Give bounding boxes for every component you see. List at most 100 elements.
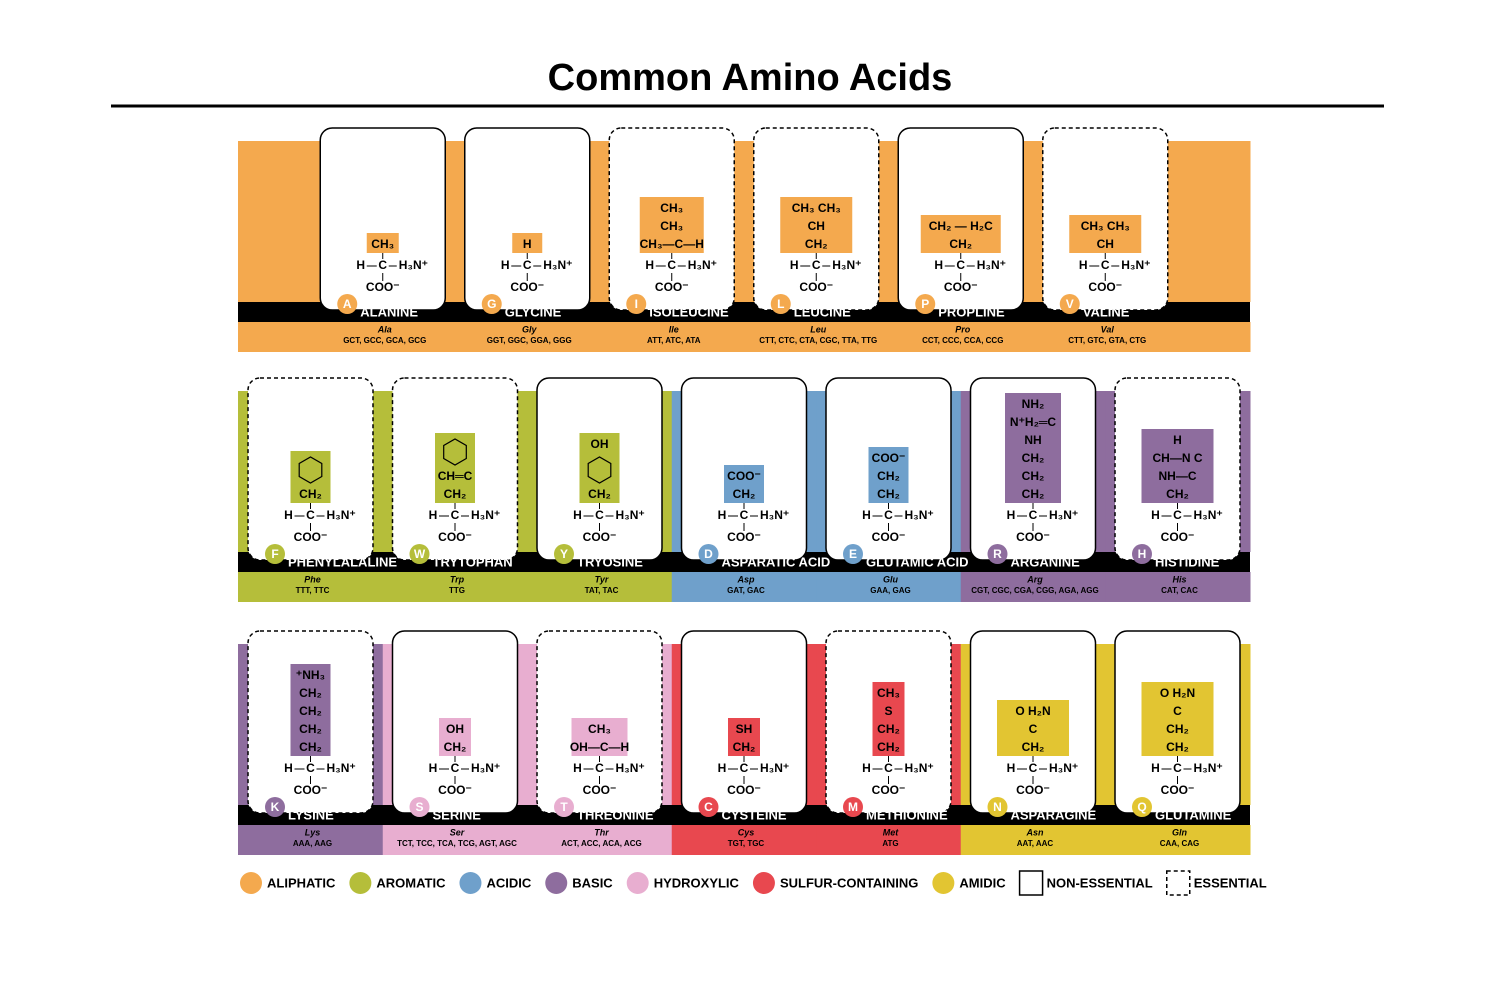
codons: GCT, GCC, GCA, GCG — [343, 336, 426, 345]
backbone-c: C — [1173, 508, 1182, 522]
code-band — [382, 825, 528, 855]
side-chain-group: H — [523, 237, 532, 251]
codons: AAA, AAG — [293, 839, 332, 848]
backbone-h: H — [1007, 761, 1016, 775]
code-band — [238, 322, 456, 352]
letter: M — [848, 800, 858, 814]
letter: S — [415, 800, 423, 814]
code-band — [816, 825, 962, 855]
legend-label: AROMATIC — [376, 875, 446, 890]
code-band — [238, 572, 384, 602]
abbreviation: Arg — [1026, 574, 1043, 584]
code-band — [671, 825, 817, 855]
letter-badge — [265, 797, 285, 817]
side-chain-group: CH₂ — [299, 487, 322, 501]
side-chain-group: OH—C—H — [570, 740, 629, 754]
backbone-c: C — [1029, 508, 1038, 522]
backbone-n: H₃N⁺ — [688, 258, 717, 272]
backbone-coo: COO⁻ — [727, 530, 761, 544]
backbone-coo: COO⁻ — [727, 783, 761, 797]
amino-acid-name: PHENYLALALINE — [288, 554, 397, 569]
backbone-h: H — [1079, 258, 1088, 272]
letter-badge — [409, 544, 430, 564]
backbone-n: H₃N⁺ — [832, 258, 861, 272]
legend-swatch — [545, 872, 568, 894]
backbone-n: H₃N⁺ — [543, 258, 572, 272]
side-chain-group: CH₂ — [877, 469, 900, 483]
side-chain-group: CH₂ — [1166, 722, 1189, 736]
side-chain-box — [724, 465, 764, 503]
side-chain-group: CH₂ — [588, 487, 611, 501]
letter-badge — [409, 797, 430, 817]
side-chain-group: H — [1173, 433, 1182, 447]
amino-acid-name: METHIONINE — [866, 807, 948, 822]
side-chain-box — [1141, 429, 1214, 503]
backbone-n: H₃N⁺ — [399, 258, 428, 272]
letter: D — [704, 547, 713, 561]
letter-badge — [987, 797, 1008, 817]
backbone-c: C — [306, 508, 315, 522]
side-chain-box — [290, 664, 331, 756]
side-chain-group: CH — [808, 219, 825, 233]
backbone-c: C — [306, 761, 315, 775]
side-chain-group: CH₂ — [877, 740, 900, 754]
codons: AAT, AAC — [1017, 839, 1054, 848]
side-chain-group: CH₂ — [1022, 740, 1045, 754]
letter-badge — [554, 544, 574, 564]
abbreviation: Pro — [955, 324, 971, 334]
amino-acid-name: CYSTEINE — [722, 807, 787, 822]
amino-acid-name: ALANINE — [360, 304, 418, 319]
backbone-coo: COO⁻ — [583, 530, 617, 544]
legend-label: ALIPHATIC — [267, 875, 336, 890]
letter: C — [704, 800, 713, 814]
amino-acid-name: ASPARATIC ACID — [722, 554, 831, 569]
abbreviation: Asn — [1025, 827, 1044, 837]
amino-acid-name: HISTIDINE — [1155, 554, 1220, 569]
letter: T — [560, 800, 568, 814]
code-band — [671, 572, 817, 602]
side-chain-group: CH₂ — [1022, 487, 1045, 501]
backbone-n: H₃N⁺ — [471, 508, 500, 522]
side-chain-group: CH₂ — [733, 740, 756, 754]
legend-label: ESSENTIAL — [1194, 875, 1267, 890]
backbone-c: C — [1029, 761, 1038, 775]
backbone-h: H — [718, 508, 727, 522]
amino-acid-name: ISOLEUCINE — [649, 304, 729, 319]
legend-label: BASIC — [572, 875, 613, 890]
backbone-coo: COO⁻ — [1161, 783, 1195, 797]
legend-swatch — [1166, 870, 1191, 896]
side-chain-group: OH — [591, 437, 609, 451]
letter: L — [777, 297, 784, 311]
side-chain-box — [872, 682, 905, 756]
side-chain-box — [920, 215, 1001, 253]
backbone-h: H — [790, 258, 799, 272]
letter-badge — [698, 544, 719, 564]
abbreviation: Ala — [377, 324, 392, 334]
backbone-coo: COO⁻ — [1088, 280, 1122, 294]
backbone-n: H₃N⁺ — [1049, 508, 1078, 522]
backbone-n: H₃N⁺ — [977, 258, 1006, 272]
side-chain-box — [579, 433, 620, 503]
side-chain-group: CH₃ — [660, 201, 683, 215]
side-chain-box — [366, 233, 399, 253]
letter-badge — [1132, 797, 1152, 817]
backbone-coo: COO⁻ — [1161, 530, 1195, 544]
side-chain-group: CH₂ — [1022, 451, 1045, 465]
side-chain-box — [571, 718, 628, 756]
side-chain-group: CH₂ — [299, 704, 322, 718]
codons: GGT, GGC, GGA, GGG — [487, 336, 572, 345]
backbone-coo: COO⁻ — [1016, 783, 1050, 797]
backbone-n: H₃N⁺ — [616, 508, 645, 522]
side-chain-group: O H₂N — [1160, 686, 1195, 700]
side-chain-group: N⁺H₂═C — [1010, 415, 1057, 429]
amino-acid-name: GLUTAMIC ACID — [866, 554, 969, 569]
side-chain-group: CH₂ — [1166, 487, 1189, 501]
backbone-coo: COO⁻ — [438, 783, 472, 797]
side-chain-group: CH₂ — [299, 686, 322, 700]
codons: CAT, CAC — [1161, 586, 1198, 595]
backbone-coo: COO⁻ — [294, 783, 328, 797]
codons: CTT, CTC, CTA, CGC, TTA, TTG — [759, 336, 877, 345]
legend-swatch — [626, 872, 649, 894]
card — [464, 127, 591, 311]
